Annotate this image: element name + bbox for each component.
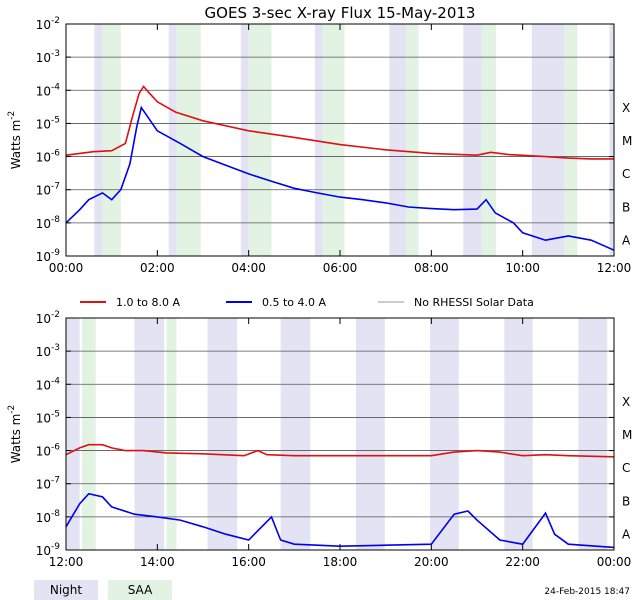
- flare-class-label: C: [622, 461, 630, 475]
- x-tick-label: 22:00: [505, 555, 540, 569]
- x-tick-label: 12:00: [597, 261, 632, 275]
- x-tick-label: 00:00: [597, 555, 632, 569]
- x-tick-label: 16:00: [231, 555, 266, 569]
- series-long-flux: [65, 443, 615, 458]
- x-tick-label: 14:00: [140, 555, 175, 569]
- panel-1: 10-2 10-3 10-4 10-5 10-6 10-7 10-8 10-9 X M C B A Wat…: [7, 16, 632, 275]
- y-tick-label: 10-2: [36, 16, 60, 32]
- night-band: [355, 318, 385, 550]
- y-tick-label: 10-4: [36, 82, 61, 98]
- night-band: [207, 318, 238, 550]
- night-band: [280, 318, 311, 550]
- saa-band: [564, 24, 578, 256]
- y-tick-label: 10-9: [36, 542, 61, 558]
- shading-swatch: [108, 580, 172, 600]
- plot-frame: [65, 317, 615, 551]
- x-tick-label: 04:00: [231, 261, 266, 275]
- series-short-flux: [65, 105, 615, 251]
- shading-label: Night: [50, 583, 83, 597]
- series-long-flux: [65, 85, 614, 160]
- saa-band: [248, 24, 272, 256]
- y-tick-label: 10-9: [36, 248, 61, 264]
- chart-legend: 1.0 to 8.0 A 0.5 to 4.0 A No RHESSI Solar …: [80, 296, 534, 309]
- saa-band: [166, 318, 177, 550]
- night-band: [389, 24, 407, 256]
- shading-swatch: [34, 580, 98, 600]
- night-band: [66, 318, 80, 550]
- saa-band: [102, 24, 121, 256]
- y-tick-label: 10-3: [36, 49, 60, 65]
- chart-panels: 10-2 10-3 10-4 10-5 10-6 10-7 10-8 10-9 X M C B A Wat…: [7, 16, 632, 569]
- x-tick-label: 12:00: [49, 555, 84, 569]
- night-band: [429, 318, 459, 550]
- night-band: [531, 24, 565, 256]
- night-band: [578, 318, 608, 550]
- x-tick-label: 08:00: [414, 261, 449, 275]
- x-tick-label: 02:00: [140, 261, 175, 275]
- night-band: [134, 318, 165, 550]
- y-tick-label: 10-8: [36, 509, 61, 525]
- flare-class-label: C: [622, 167, 630, 181]
- flare-class-label: M: [622, 134, 632, 148]
- night-band: [609, 24, 614, 256]
- flare-class-label: X: [622, 395, 630, 409]
- night-band: [463, 24, 482, 256]
- saa-band: [176, 24, 201, 256]
- y-tick-label: 10-6: [36, 149, 61, 165]
- y-tick-label: 10-7: [36, 476, 60, 492]
- y-axis-label: Watts m-2: [7, 405, 23, 464]
- flare-class-label: X: [622, 101, 630, 115]
- x-tick-label: 10:00: [505, 261, 540, 275]
- flare-class-label: B: [622, 200, 630, 214]
- plot-frame: [65, 23, 615, 257]
- night-band: [94, 24, 103, 256]
- y-tick-label: 10-3: [36, 343, 60, 359]
- chart-title: GOES 3-sec X-ray Flux 15-May-2013: [205, 4, 476, 22]
- flare-class-label: A: [622, 527, 631, 541]
- y-axis-label: Watts m-2: [7, 111, 23, 170]
- y-tick-label: 10-6: [36, 443, 61, 459]
- shading-legend: Night SAA: [34, 580, 172, 600]
- night-band: [314, 24, 323, 256]
- y-tick-label: 10-5: [36, 115, 60, 131]
- y-tick-label: 10-5: [36, 409, 60, 425]
- panel-2: 10-2 10-3 10-4 10-5 10-6 10-7 10-8 10-9 X M C B A Wat…: [7, 310, 632, 569]
- y-tick-label: 10-4: [36, 376, 61, 392]
- shading-label: SAA: [128, 583, 153, 597]
- flare-class-label: M: [622, 428, 632, 442]
- y-tick-label: 10-8: [36, 215, 61, 231]
- night-band: [504, 318, 533, 550]
- x-tick-label: 18:00: [323, 555, 358, 569]
- night-band: [240, 24, 249, 256]
- flare-class-label: B: [622, 494, 630, 508]
- saa-band: [481, 24, 497, 256]
- series-short-flux: [65, 492, 615, 549]
- y-tick-label: 10-2: [36, 310, 60, 326]
- flare-class-label: A: [622, 233, 631, 247]
- legend-label: 1.0 to 8.0 A: [116, 296, 181, 309]
- y-tick-label: 10-7: [36, 182, 60, 198]
- x-tick-label: 00:00: [49, 261, 84, 275]
- x-tick-label: 20:00: [414, 555, 449, 569]
- saa-band: [406, 24, 419, 256]
- saa-band: [81, 318, 96, 550]
- x-tick-label: 06:00: [323, 261, 358, 275]
- saa-band: [322, 24, 345, 256]
- timestamp-footer: 24-Feb-2015 18:47: [544, 587, 630, 597]
- legend-label: No RHESSI Solar Data: [414, 296, 534, 309]
- legend-label: 0.5 to 4.0 A: [262, 296, 327, 309]
